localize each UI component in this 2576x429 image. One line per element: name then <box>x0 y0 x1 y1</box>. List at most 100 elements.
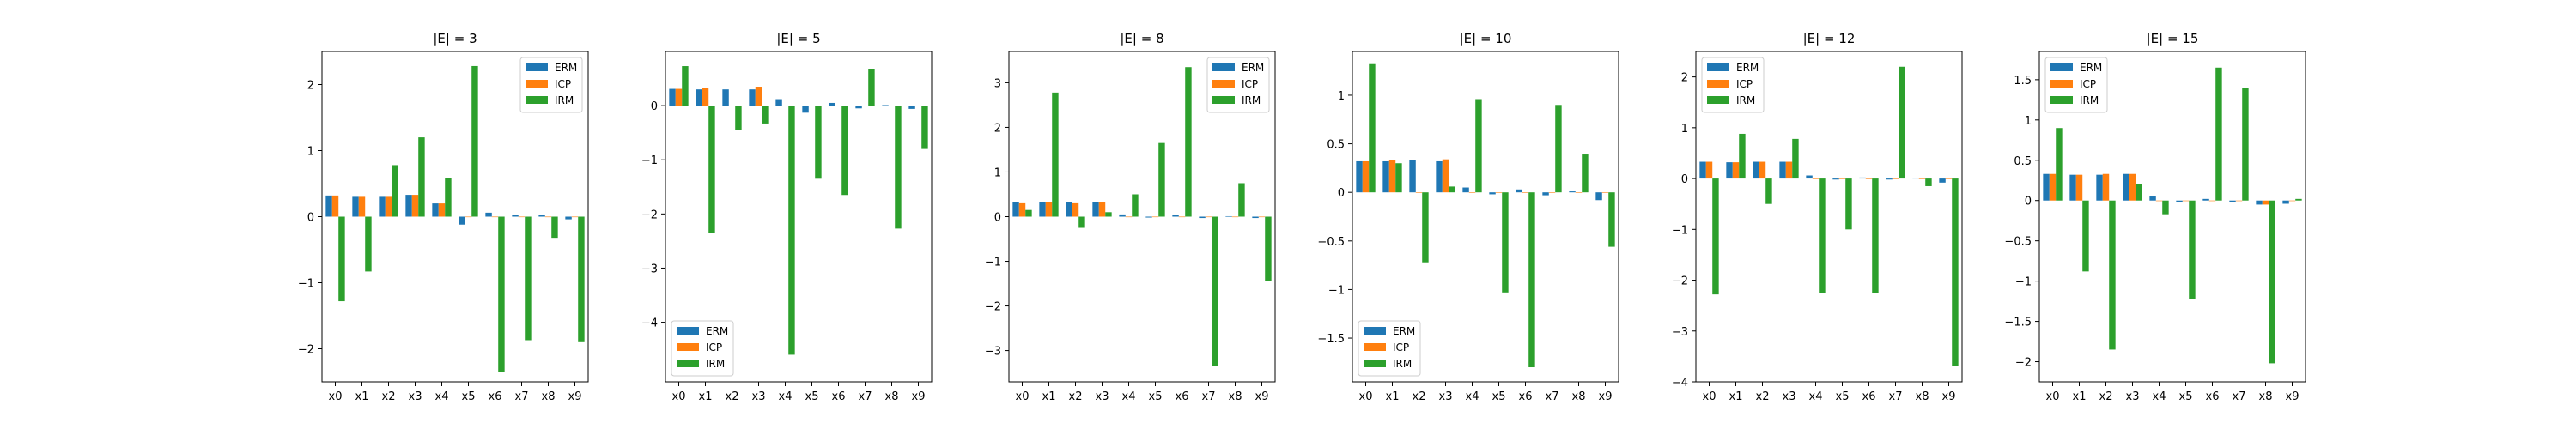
legend: ERM ICP IRM <box>1358 320 1421 377</box>
bar-icp <box>2182 200 2190 202</box>
x-tick-label: x2 <box>382 390 396 403</box>
x-tick-label: x5 <box>1836 390 1850 403</box>
bar-erm <box>2123 173 2129 201</box>
bar-irm <box>1238 183 1245 217</box>
bar-icp <box>1151 216 1159 218</box>
x-tick-label: x8 <box>885 390 899 403</box>
bar-irm <box>735 106 742 130</box>
bar-erm <box>2256 200 2263 205</box>
legend-swatch-irm <box>1212 96 1235 104</box>
x-tick-label: x2 <box>1069 390 1083 403</box>
axes-frame <box>665 51 933 383</box>
bar-erm <box>459 216 465 225</box>
bar-irm <box>1899 66 1905 179</box>
legend-swatch-erm <box>526 63 548 71</box>
bar-icp <box>1388 160 1396 193</box>
chart-title: |E| = 3 <box>433 31 477 46</box>
y-tick-label: −1.5 <box>2004 317 2032 329</box>
bar-erm <box>1489 192 1496 195</box>
bar-irm <box>1528 192 1535 368</box>
y-tick-label: −3 <box>1672 326 1688 339</box>
legend-swatch-irm <box>526 96 548 104</box>
legend: ERM ICP IRM <box>671 320 734 377</box>
legend-label: ICP <box>1242 78 1258 90</box>
bar-erm <box>669 88 676 106</box>
bar-irm <box>2162 200 2169 214</box>
bar-erm <box>2176 200 2183 202</box>
legend-label: ERM <box>1393 325 1415 337</box>
bar-erm <box>2149 196 2156 201</box>
x-tick-label: x6 <box>832 390 846 403</box>
legend: ERM ICP IRM <box>2044 57 2108 113</box>
bar-irm <box>1475 99 1482 193</box>
x-tick-label: x1 <box>1729 390 1743 403</box>
bar-irm <box>1105 212 1112 217</box>
bar-icp <box>2129 173 2136 201</box>
bar-icp <box>2235 200 2243 202</box>
bar-icp <box>1415 192 1423 193</box>
bar-erm <box>352 196 359 217</box>
bar-irm <box>921 106 928 149</box>
bar-irm <box>2215 67 2222 201</box>
x-tick-label: x2 <box>726 390 739 403</box>
x-tick-label: x0 <box>672 390 686 403</box>
bar-irm <box>1185 67 1192 217</box>
y-tick-label: −1 <box>985 257 1001 269</box>
bar-icp <box>1945 178 1953 179</box>
bar-erm <box>1542 192 1549 196</box>
x-tick-label: x3 <box>1783 390 1796 403</box>
y-tick-label: 1.5 <box>2014 75 2032 88</box>
x-tick-label: x5 <box>1492 390 1506 403</box>
axes-frame <box>1695 51 1963 383</box>
chart-panel: |E| = 5 −4 −3 −2 −1 0 x0 x1 x2 x3 x4 x5 x6 x7 x8 x9 ERM I… <box>641 31 933 403</box>
bar-irm <box>2056 128 2063 201</box>
bar-irm <box>392 165 398 217</box>
chart-title: |E| = 12 <box>1803 31 1856 46</box>
x-tick-label: x2 <box>2099 390 2113 403</box>
y-tick-label: 3 <box>994 77 1001 90</box>
legend-swatch-icp <box>2050 80 2073 88</box>
y-tick-label: 2 <box>994 122 1001 135</box>
y-tick-label: 0 <box>1338 187 1345 200</box>
bar-icp <box>702 88 709 106</box>
y-tick-label: 2 <box>1681 72 1688 85</box>
legend-swatch-icp <box>677 343 699 351</box>
legend-label: ERM <box>706 325 728 337</box>
x-tick-label: x5 <box>462 390 476 403</box>
bar-erm <box>1145 216 1152 218</box>
bar-erm <box>1012 202 1019 217</box>
bar-icp <box>1258 216 1266 218</box>
bar-icp <box>1178 216 1186 218</box>
bar-irm <box>682 66 689 106</box>
bar-icp <box>2102 173 2110 201</box>
legend-swatch-erm <box>2050 63 2073 71</box>
bar-erm <box>829 102 835 106</box>
x-tick-label: x0 <box>1016 390 1030 403</box>
y-tick-label: −1.5 <box>1317 333 1345 346</box>
bar-erm <box>2043 173 2050 201</box>
x-tick-label: x8 <box>1572 390 1586 403</box>
bar-irm <box>1395 163 1402 193</box>
bar-irm <box>1582 154 1589 193</box>
legend-label: ICP <box>2080 78 2096 90</box>
bar-icp <box>544 216 552 218</box>
y-tick-label: −2 <box>985 301 1001 314</box>
bar-icp <box>1575 192 1583 193</box>
legend-swatch-irm <box>1707 96 1729 104</box>
chart-title: |E| = 15 <box>2147 31 2199 46</box>
bar-erm <box>1436 160 1443 193</box>
y-tick-label: 1 <box>307 146 314 159</box>
bar-icp <box>2262 200 2269 205</box>
bar-erm <box>749 89 756 106</box>
bar-irm <box>708 106 715 233</box>
bar-erm <box>538 214 545 217</box>
x-tick-label: x8 <box>2259 390 2273 403</box>
x-tick-label: x4 <box>1466 390 1479 403</box>
bar-erm <box>1409 160 1416 193</box>
legend-swatch-erm <box>1364 327 1386 335</box>
y-tick-label: 0.5 <box>2014 155 2032 168</box>
x-tick-label: x1 <box>2073 390 2087 403</box>
x-tick-label: x4 <box>1122 390 1136 403</box>
bar-erm <box>855 106 862 109</box>
bar-icp <box>1785 161 1793 179</box>
